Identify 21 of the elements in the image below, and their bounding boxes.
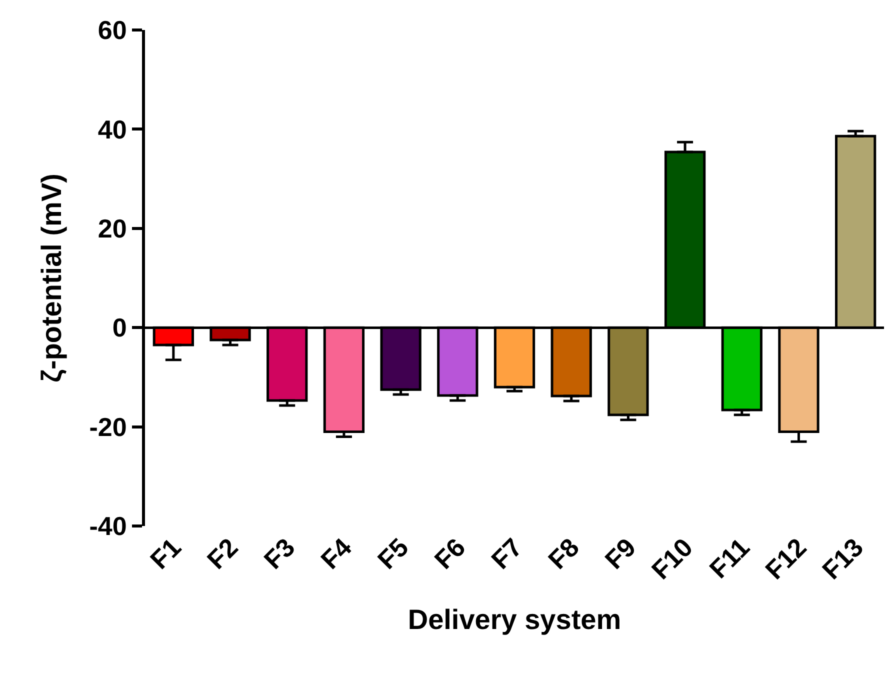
x-tick-label: F10 bbox=[646, 532, 698, 586]
y-tick-label: -20 bbox=[89, 412, 127, 442]
y-tick-label: 20 bbox=[98, 214, 127, 244]
y-tick-label: 60 bbox=[98, 15, 127, 46]
x-tick-label: F6 bbox=[428, 532, 472, 575]
y-axis-title: ζ-potential (mV) bbox=[36, 174, 67, 382]
x-tick-label: F13 bbox=[816, 532, 870, 586]
x-axis-title: Delivery system bbox=[408, 604, 622, 636]
x-tick-label: F4 bbox=[314, 532, 358, 575]
x-tick-label: F7 bbox=[485, 532, 528, 575]
x-tick-label: F1 bbox=[144, 532, 187, 575]
x-tick-label: F5 bbox=[372, 532, 414, 575]
x-tick-label: F8 bbox=[542, 532, 585, 575]
x-tick-label: F11 bbox=[703, 532, 756, 584]
x-tick-label: F9 bbox=[598, 532, 642, 575]
y-tick-label: 0 bbox=[112, 312, 127, 343]
x-tick-label: F2 bbox=[201, 532, 244, 575]
y-tick-label: -40 bbox=[89, 511, 127, 542]
x-tick-label: F12 bbox=[759, 532, 812, 586]
x-tick-label: F3 bbox=[258, 532, 301, 575]
y-tick-label: 40 bbox=[98, 114, 127, 144]
